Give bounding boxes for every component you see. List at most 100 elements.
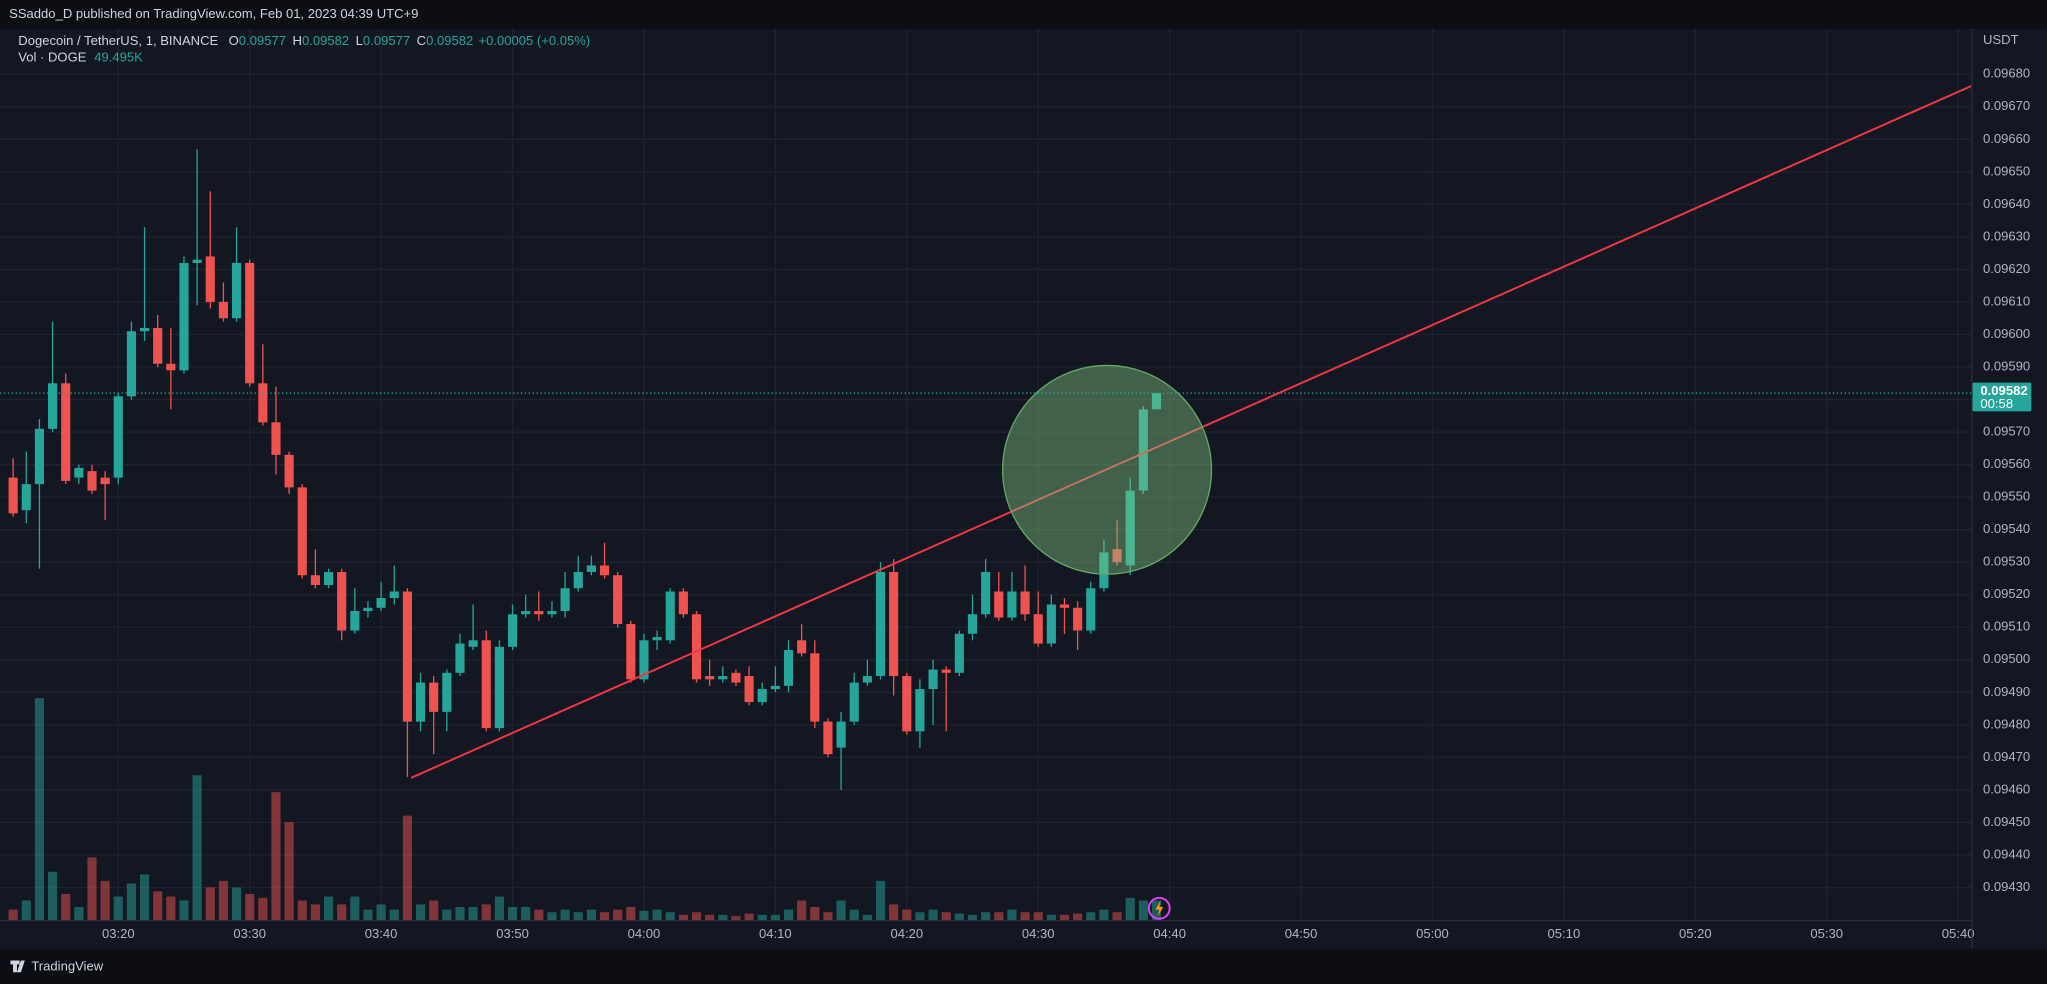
price-tag [1972, 382, 2032, 412]
volume-bar [718, 914, 728, 921]
volume-bar [810, 907, 820, 921]
volume-bar [389, 909, 399, 921]
y-tick-label: 0.09440 [1983, 846, 2030, 861]
x-tick-label: 04:00 [628, 926, 661, 941]
candle-body [350, 611, 360, 631]
volume-bar [547, 912, 557, 921]
candle-body [1033, 614, 1043, 644]
candle-body [47, 383, 58, 429]
volume-bar [113, 896, 123, 921]
candle-body [547, 611, 557, 615]
volume-bar [915, 912, 925, 921]
candle-body [889, 571, 899, 677]
volume-bar [363, 909, 373, 921]
candle-body [981, 571, 991, 615]
plot: 03:20 03:30 03:40 03:50 04:00 04:10 04:20 04:30… [0, 28, 2030, 941]
y-tick-label: 0.09510 [1983, 619, 2030, 634]
legend-l: L [356, 33, 363, 48]
price-tag-countdown: 00:58 [1980, 396, 2013, 411]
candle-body [534, 611, 544, 615]
candle-body [455, 643, 465, 673]
y-tick-label: 0.09590 [1983, 358, 2030, 373]
volume-label: Vol · DOGE [18, 50, 86, 65]
candle-body [113, 396, 123, 478]
y-tick-label: 0.09460 [1983, 781, 2030, 796]
volume-bar [310, 904, 320, 921]
volume-bar [639, 910, 649, 921]
volume-bar [902, 909, 912, 921]
candle-body [691, 614, 702, 680]
lightning-icon[interactable] [1147, 896, 1171, 920]
x-tick-label: 04:10 [759, 926, 792, 941]
volume-bar [415, 904, 426, 921]
volume-bar [521, 907, 531, 921]
candle-body [284, 454, 294, 488]
volume-bar [74, 907, 84, 921]
legend-h: H [293, 33, 302, 48]
volume-bar [823, 912, 833, 921]
volume-bar [954, 913, 964, 921]
volume-bar [613, 909, 623, 921]
legend-c: C [417, 33, 426, 48]
footer-bar [0, 948, 2047, 984]
candle-body [1007, 591, 1017, 618]
volume-bar [429, 900, 439, 921]
volume-bar [626, 907, 636, 921]
volume-bar [34, 698, 44, 921]
candle-body [967, 614, 978, 634]
brand-logo [10, 960, 25, 973]
volume-bar [376, 904, 386, 921]
volume-bar [994, 912, 1004, 921]
volume-bar [678, 914, 688, 921]
candle-body [1112, 549, 1122, 563]
volume-bar [494, 896, 504, 921]
candle-body [100, 477, 110, 485]
y-tick-label: 0.09560 [1983, 456, 2030, 471]
candle-body [599, 565, 610, 576]
candle-body [560, 588, 570, 612]
price-axis-unit: USDT [1983, 32, 2019, 47]
candle-body [297, 487, 307, 576]
candle-body [770, 685, 780, 690]
volume-bar [560, 909, 570, 921]
candle-body [323, 571, 334, 585]
candle-body [941, 669, 951, 673]
volume-bar [1125, 897, 1135, 921]
candle-body [376, 597, 386, 608]
drawings [410, 84, 1972, 920]
volume-bar [757, 914, 767, 921]
header-bar [0, 0, 2047, 29]
volume-bar [218, 880, 228, 921]
candle-body [74, 467, 84, 478]
candle-body [166, 363, 176, 371]
volume-bar [534, 909, 544, 921]
highlight-circle [1001, 364, 1213, 575]
candle-body [1138, 409, 1148, 491]
volume-bar [967, 914, 978, 921]
candle-body [849, 682, 859, 722]
candle-body [192, 259, 202, 263]
candle-body [994, 591, 1004, 618]
y-tick-label: 0.09640 [1983, 196, 2030, 211]
candle-body [402, 591, 412, 722]
candle-body [665, 591, 675, 641]
y-tick-label: 0.09620 [1983, 261, 2030, 276]
volume-bar [87, 857, 97, 921]
volume [8, 698, 1162, 921]
candle-body [153, 327, 163, 364]
volume-bar [507, 907, 518, 921]
volume-bar [258, 897, 268, 921]
y-tick-label: 0.09530 [1983, 554, 2030, 569]
volume-bar [139, 874, 150, 921]
time-axis: 03:20 03:30 03:40 03:50 04:00 04:10 04:20 04:30… [102, 926, 1974, 941]
candle-body [521, 611, 531, 615]
candle-body [836, 721, 846, 748]
candle-body [245, 262, 255, 384]
x-tick-label: 05:00 [1416, 926, 1449, 941]
volume-bar [245, 893, 255, 921]
candle-body [258, 383, 268, 423]
legend-volume: Vol · DOGE 49.495K [18, 50, 143, 65]
candle-body [639, 640, 649, 680]
y-tick-label: 0.09550 [1983, 489, 2030, 504]
y-tick-label: 0.09600 [1983, 326, 2030, 341]
